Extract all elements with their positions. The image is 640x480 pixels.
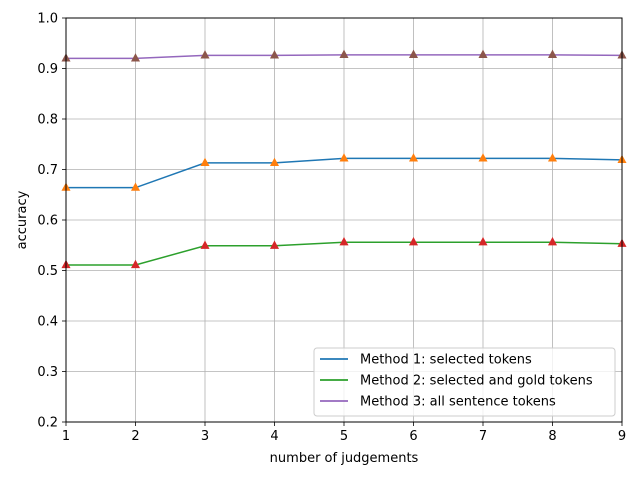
data-point bbox=[408, 153, 419, 162]
x-tick-label: 1 bbox=[62, 429, 70, 444]
data-point bbox=[200, 157, 210, 167]
data-point bbox=[478, 49, 488, 58]
x-tick-label: 2 bbox=[131, 429, 139, 444]
x-axis-label: number of judgements bbox=[270, 451, 419, 466]
data-point bbox=[130, 182, 141, 191]
data-point bbox=[200, 50, 210, 59]
series-3 bbox=[61, 49, 627, 62]
axis-ticks: 1 2 3 4 5 6 7 8 9 0.2 0.3 0.4 0.5 0.6 0.7 0.8 0.9 1.0 bbox=[37, 12, 626, 445]
series-group bbox=[61, 49, 627, 269]
y-tick-label: 0.9 bbox=[37, 62, 58, 77]
x-tick-label: 4 bbox=[270, 429, 278, 444]
data-point bbox=[339, 49, 349, 58]
x-tick-label: 9 bbox=[618, 429, 626, 444]
legend-label: Method 2: selected and gold tokens bbox=[360, 374, 593, 389]
x-tick-label: 6 bbox=[409, 429, 417, 444]
legend-box bbox=[313, 347, 616, 417]
series-1 bbox=[61, 153, 627, 191]
x-tick-label: 3 bbox=[201, 429, 209, 444]
y-tick-label: 0.6 bbox=[37, 214, 58, 229]
data-point bbox=[547, 153, 558, 162]
data-point bbox=[269, 157, 280, 167]
legend-label: Method 3: all sentence tokens bbox=[360, 395, 556, 410]
x-tick-label: 7 bbox=[479, 429, 487, 444]
y-tick-label: 0.5 bbox=[37, 264, 58, 279]
data-point bbox=[130, 259, 141, 269]
data-point bbox=[478, 153, 488, 162]
data-point bbox=[339, 237, 349, 246]
y-axis-label: accuracy bbox=[15, 190, 30, 249]
data-point bbox=[130, 53, 141, 62]
data-point bbox=[269, 50, 280, 59]
y-tick-label: 0.4 bbox=[37, 315, 58, 330]
y-tick-label: 0.3 bbox=[37, 365, 58, 380]
data-point bbox=[408, 237, 419, 246]
data-point bbox=[269, 240, 280, 249]
legend: Method 1: selected tokens Method 2: selec… bbox=[313, 347, 616, 417]
x-tick-label: 5 bbox=[340, 429, 348, 444]
y-tick-label: 0.7 bbox=[37, 163, 58, 178]
x-tick-label: 8 bbox=[548, 429, 556, 444]
y-tick-label: 1.0 bbox=[37, 12, 58, 27]
data-point bbox=[408, 49, 419, 58]
series-2 bbox=[61, 237, 627, 269]
data-point bbox=[547, 237, 558, 246]
legend-label: Method 1: selected tokens bbox=[360, 353, 532, 368]
y-tick-label: 0.8 bbox=[37, 113, 58, 128]
data-point bbox=[339, 153, 349, 162]
y-tick-label: 0.2 bbox=[37, 416, 58, 431]
data-point bbox=[478, 237, 488, 246]
data-point bbox=[200, 240, 210, 249]
data-point bbox=[547, 49, 558, 58]
